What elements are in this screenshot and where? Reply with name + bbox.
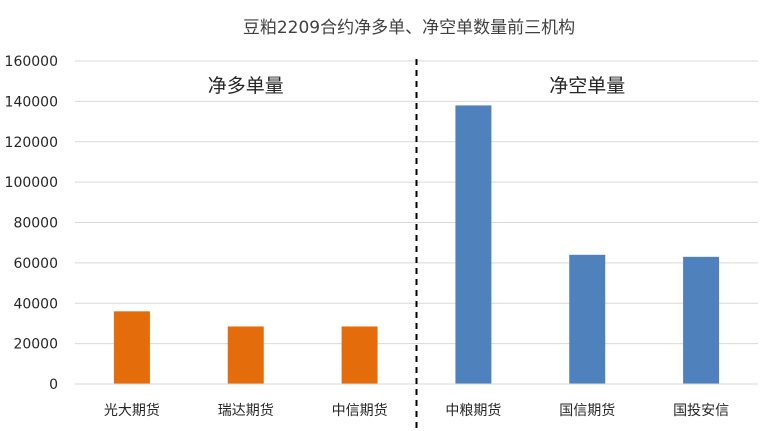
y-tick-label: 20000: [13, 337, 58, 353]
y-tick-label: 100000: [5, 175, 58, 191]
y-tick-label: 80000: [13, 216, 58, 232]
x-tick-label: 中粮期货: [445, 402, 501, 419]
y-tick-label: 40000: [13, 296, 58, 312]
x-tick-label: 瑞达期货: [218, 402, 274, 419]
bars: [113, 105, 720, 384]
bar: [341, 326, 378, 384]
x-tick-label: 国投安信: [673, 403, 729, 419]
bar: [227, 326, 264, 384]
group-label-long: 净多单量: [208, 75, 284, 97]
y-tick-label: 160000: [5, 54, 58, 70]
y-tick-label: 0: [49, 377, 58, 393]
y-axis-ticks: 0 20000 40000 60000 80000 100000 120000 140000 1…: [5, 54, 58, 393]
bar: [683, 256, 720, 384]
x-axis-labels: 光大期货 瑞达期货 中信期货 中粮期货 国信期货 国投安信: [104, 402, 729, 419]
bar: [455, 105, 492, 384]
bar: [113, 311, 150, 384]
x-tick-label: 中信期货: [332, 402, 388, 419]
y-tick-label: 60000: [13, 256, 58, 272]
bar: [569, 254, 606, 384]
x-tick-label: 光大期货: [104, 402, 160, 419]
x-tick-label: 国信期货: [559, 402, 615, 419]
group-label-short: 净空单量: [549, 75, 625, 97]
y-tick-label: 120000: [5, 135, 58, 151]
chart-title: 豆粕2209合约净多单、净空单数量前三机构: [243, 18, 575, 38]
y-tick-label: 140000: [5, 94, 58, 110]
